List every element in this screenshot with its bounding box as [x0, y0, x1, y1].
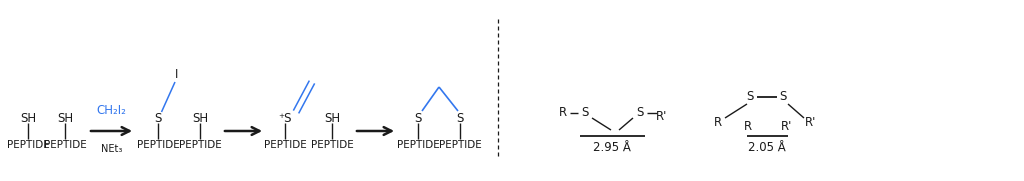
Text: R: R [559, 106, 567, 119]
Text: PEPTIDE: PEPTIDE [136, 140, 179, 150]
Text: CH₂I₂: CH₂I₂ [96, 104, 126, 117]
Text: S: S [415, 113, 422, 125]
Text: S: S [636, 106, 644, 119]
Text: PEPTIDE: PEPTIDE [396, 140, 439, 150]
Text: ⁺S: ⁺S [279, 113, 292, 125]
Text: SH: SH [19, 113, 36, 125]
Text: PEPTIDE: PEPTIDE [438, 140, 481, 150]
Text: R': R' [805, 115, 817, 129]
Text: R': R' [781, 121, 793, 134]
Text: PEPTIDE: PEPTIDE [310, 140, 353, 150]
Text: PEPTIDE: PEPTIDE [263, 140, 306, 150]
Text: I: I [175, 68, 178, 81]
Text: R: R [744, 121, 752, 134]
Text: SH: SH [191, 113, 208, 125]
Text: 2.05 Å: 2.05 Å [749, 140, 785, 153]
Text: PEPTIDE: PEPTIDE [178, 140, 221, 150]
Text: S: S [155, 113, 162, 125]
Text: NEt₃: NEt₃ [100, 144, 122, 154]
Text: R: R [714, 115, 722, 129]
Text: S: S [582, 106, 589, 119]
Text: R': R' [656, 110, 668, 123]
Text: S: S [779, 90, 786, 104]
Text: PEPTIDE: PEPTIDE [44, 140, 86, 150]
Text: 2.95 Å: 2.95 Å [593, 140, 631, 153]
Text: S: S [746, 90, 754, 104]
Text: S: S [457, 113, 464, 125]
Text: SH: SH [57, 113, 73, 125]
Text: PEPTIDE: PEPTIDE [6, 140, 49, 150]
Text: SH: SH [324, 113, 340, 125]
